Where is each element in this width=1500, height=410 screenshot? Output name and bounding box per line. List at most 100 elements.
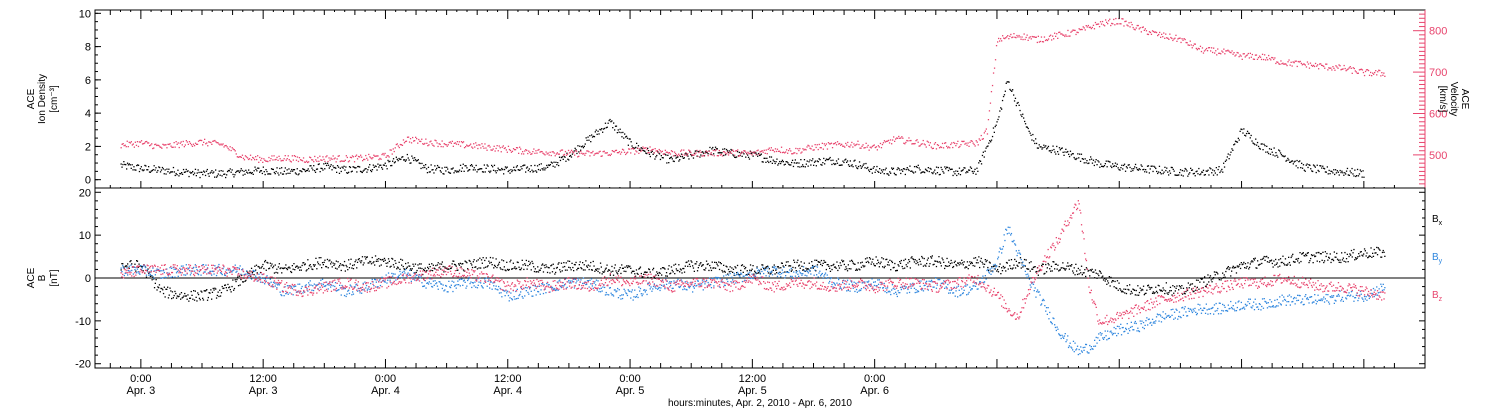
- density-point: [978, 162, 980, 164]
- density-point: [172, 166, 175, 169]
- bx-point: [807, 268, 809, 270]
- density-point: [171, 171, 174, 173]
- bx-point: [1077, 267, 1079, 270]
- density-point: [1210, 168, 1212, 170]
- density-point: [1288, 159, 1290, 161]
- velocity-point: [1292, 61, 1294, 63]
- bx-point: [1236, 265, 1238, 267]
- velocity-point: [352, 156, 355, 158]
- bx-point: [896, 269, 898, 272]
- density-point: [475, 164, 477, 167]
- by-point: [443, 290, 445, 292]
- bx-point: [476, 268, 479, 270]
- by-point: [288, 285, 290, 287]
- bx-point: [732, 268, 735, 270]
- by-point: [348, 292, 351, 295]
- by-point: [227, 269, 229, 271]
- density-point: [214, 176, 216, 178]
- density-point: [897, 167, 899, 169]
- bx-point: [379, 258, 382, 261]
- density-point: [359, 170, 362, 172]
- velocity-point: [444, 143, 446, 146]
- bx-point: [675, 268, 677, 270]
- density-point: [650, 151, 652, 153]
- bx-point: [129, 260, 131, 263]
- velocity-point: [1037, 35, 1039, 37]
- bx-point: [321, 267, 323, 269]
- velocity-point: [473, 143, 475, 145]
- density-point: [1167, 171, 1169, 173]
- bx-point: [827, 264, 829, 266]
- bx-point: [988, 261, 991, 263]
- bx-point: [584, 269, 586, 271]
- by-point: [157, 269, 159, 271]
- velocity-point: [806, 146, 808, 148]
- density-point: [216, 175, 219, 177]
- by-point: [337, 289, 339, 291]
- velocity-point: [347, 161, 350, 163]
- by-point: [608, 294, 610, 296]
- velocity-point: [1350, 67, 1352, 69]
- bx-point: [1290, 256, 1292, 259]
- bx-point: [188, 300, 190, 302]
- velocity-point: [1304, 64, 1306, 66]
- bx-point: [524, 264, 527, 266]
- by-point: [148, 274, 150, 276]
- bx-point: [281, 267, 284, 269]
- density-point: [1017, 101, 1019, 104]
- velocity-point: [561, 149, 564, 151]
- velocity-point: [831, 147, 834, 149]
- density-point: [1282, 155, 1284, 157]
- velocity-point: [895, 138, 897, 140]
- by-point: [634, 289, 636, 291]
- velocity-point: [1245, 55, 1247, 57]
- bx-point: [213, 289, 215, 291]
- bx-point: [725, 265, 727, 267]
- density-point: [280, 172, 282, 174]
- velocity-point: [722, 151, 725, 153]
- velocity-point: [885, 140, 888, 142]
- bx-point: [753, 273, 755, 275]
- velocity-point: [257, 155, 259, 157]
- by-point: [542, 292, 545, 295]
- density-point: [724, 154, 727, 156]
- by-point: [246, 270, 248, 272]
- density-point: [290, 170, 292, 172]
- by-point: [418, 276, 420, 278]
- velocity-point: [1380, 75, 1382, 77]
- velocity-point: [228, 149, 230, 151]
- velocity-point: [1092, 24, 1095, 26]
- density-point: [1178, 174, 1180, 176]
- density-point: [221, 175, 223, 177]
- by-point: [624, 290, 626, 292]
- velocity-point: [864, 147, 866, 149]
- bx-point: [974, 265, 976, 267]
- bx-point: [600, 266, 602, 268]
- density-point: [1156, 170, 1158, 173]
- bx-point: [548, 267, 550, 269]
- density-point: [1106, 166, 1108, 168]
- velocity-point: [727, 154, 730, 156]
- density-point: [1327, 173, 1329, 175]
- density-point: [240, 168, 242, 170]
- velocity-point: [591, 152, 593, 154]
- by-point: [599, 288, 601, 290]
- velocity-point: [225, 144, 227, 147]
- velocity-point: [1129, 26, 1131, 28]
- bx-point: [432, 264, 434, 266]
- velocity-point: [923, 143, 925, 145]
- bx-point: [1361, 254, 1363, 256]
- by-point: [170, 276, 172, 279]
- density-point: [412, 157, 414, 159]
- density-point: [1123, 163, 1126, 165]
- velocity-point: [422, 143, 424, 145]
- density-point: [194, 168, 197, 170]
- bx-point: [803, 262, 805, 264]
- bx-point: [1289, 264, 1291, 266]
- density-point: [1229, 154, 1231, 156]
- density-point: [1110, 165, 1112, 167]
- bx-point: [824, 261, 826, 263]
- density-point: [209, 172, 211, 174]
- by-point: [486, 285, 488, 287]
- density-point: [865, 162, 867, 165]
